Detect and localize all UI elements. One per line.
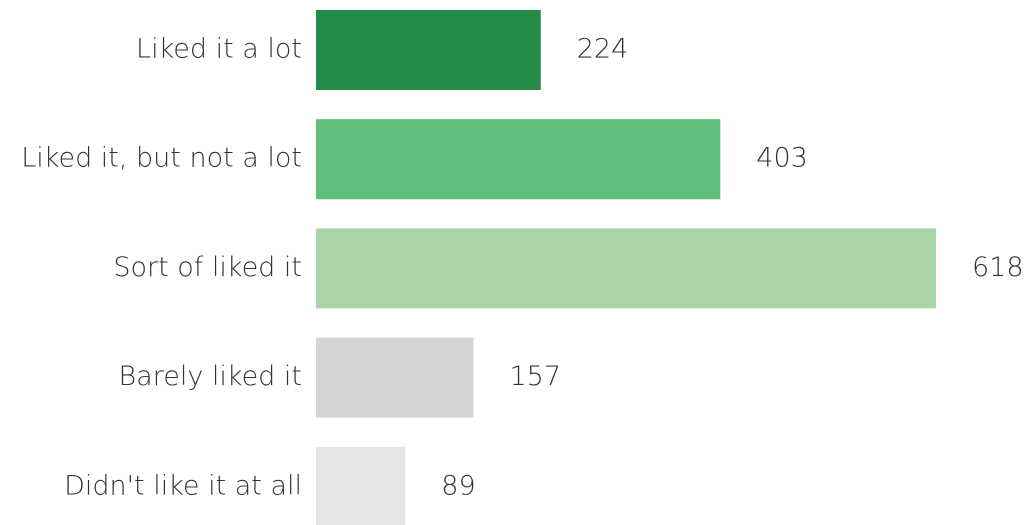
value-label: 618 xyxy=(972,252,1024,283)
bar xyxy=(316,10,541,90)
bar xyxy=(316,446,406,525)
value-label: 89 xyxy=(441,470,475,501)
value-label: 403 xyxy=(756,143,808,174)
bar xyxy=(316,337,474,418)
category-label: Barely liked it xyxy=(118,361,302,392)
bar xyxy=(316,119,721,200)
category-label: Liked it a lot xyxy=(136,34,302,65)
bar xyxy=(316,228,936,309)
category-label: Didn't like it at all xyxy=(64,470,302,501)
value-label: 224 xyxy=(577,34,629,65)
value-label: 157 xyxy=(510,361,562,392)
category-label: Liked it, but not a lot xyxy=(21,143,302,174)
category-label: Sort of liked it xyxy=(113,252,302,283)
